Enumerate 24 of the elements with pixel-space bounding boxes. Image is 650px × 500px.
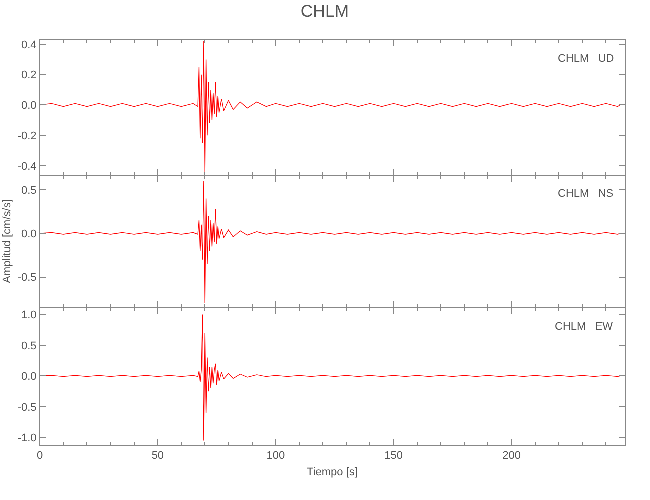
x-tick-label: 50 (152, 450, 164, 462)
y-tick-label: -0.5 (18, 272, 37, 284)
x-axis-title: Tiempo [s] (307, 466, 358, 478)
annotation: CHLM NS (558, 188, 614, 200)
y-tick-label: 0.0 (22, 100, 37, 112)
chart-title: CHLM (300, 2, 350, 22)
y-tick-label: -0.5 (18, 402, 37, 414)
y-tick-label: 1.0 (22, 310, 37, 322)
x-tick-label: 150 (384, 450, 404, 462)
y-tick-label: -0.4 (18, 160, 37, 173)
y-tick-label: 0.5 (22, 184, 37, 197)
y-tick-label: 0.5 (22, 340, 37, 352)
annotation: CHLM EW (555, 321, 614, 333)
y-axis-title: Amplitud [cm/s/s] (1, 200, 14, 284)
y-tick-label: 0.0 (22, 371, 37, 384)
y-tick-label: -0.2 (18, 130, 37, 142)
y-tick-label: 0.4 (22, 39, 37, 52)
x-tick-label: 0 (36, 450, 44, 462)
annotation: CHLM UD (558, 53, 614, 65)
x-tick-label: 200 (502, 450, 521, 462)
y-tick-label: 0.2 (22, 70, 37, 82)
x-tick-label: 100 (266, 450, 286, 462)
y-tick-label: 0.0 (22, 228, 37, 240)
y-tick-label: -1.0 (18, 432, 37, 444)
